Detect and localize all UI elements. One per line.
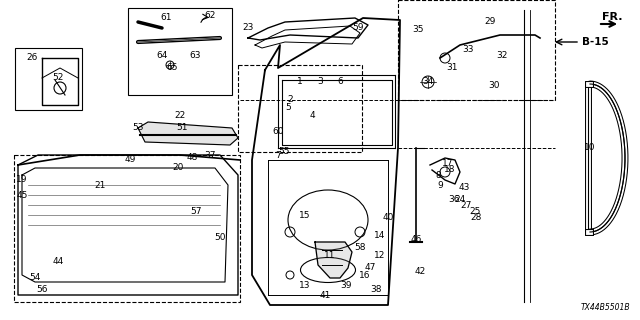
Text: 35: 35 (412, 26, 424, 35)
Text: 32: 32 (496, 51, 508, 60)
Text: 22: 22 (174, 110, 186, 119)
Text: 48: 48 (186, 154, 198, 163)
Text: 41: 41 (319, 291, 331, 300)
Text: 63: 63 (189, 51, 201, 60)
Text: 20: 20 (172, 164, 184, 172)
Text: 43: 43 (458, 183, 470, 193)
Text: 29: 29 (484, 18, 496, 27)
Bar (14, 155, 240, 302)
Text: 45: 45 (16, 190, 28, 199)
Text: 52: 52 (52, 74, 64, 83)
Text: 11: 11 (324, 251, 336, 260)
Text: 36: 36 (448, 196, 460, 204)
Text: 8: 8 (435, 171, 441, 180)
Text: 60: 60 (272, 127, 284, 137)
Text: 16: 16 (359, 270, 371, 279)
Text: 4: 4 (309, 110, 315, 119)
Text: 39: 39 (340, 281, 352, 290)
Text: FR.: FR. (602, 12, 623, 22)
Text: 50: 50 (214, 234, 226, 243)
Text: B-15: B-15 (582, 37, 609, 47)
Text: 25: 25 (469, 207, 481, 217)
Text: 7: 7 (275, 150, 281, 159)
Text: 10: 10 (584, 143, 596, 153)
Text: 30: 30 (488, 81, 500, 90)
Text: 40: 40 (382, 213, 394, 222)
Text: 53: 53 (132, 124, 144, 132)
Text: 65: 65 (166, 63, 178, 73)
Text: 3: 3 (317, 77, 323, 86)
Text: 31: 31 (446, 63, 458, 73)
Text: 44: 44 (52, 258, 63, 267)
Text: 42: 42 (414, 268, 426, 276)
Text: 12: 12 (374, 251, 386, 260)
Text: 55: 55 (278, 148, 290, 156)
Text: 17: 17 (442, 158, 454, 167)
Text: 56: 56 (36, 285, 48, 294)
Text: 46: 46 (410, 236, 422, 244)
Text: 54: 54 (29, 274, 41, 283)
Text: 57: 57 (190, 207, 202, 217)
Text: 64: 64 (156, 51, 168, 60)
Text: 1: 1 (297, 77, 303, 86)
Text: 13: 13 (300, 281, 311, 290)
Text: 24: 24 (454, 196, 466, 204)
Text: 61: 61 (160, 13, 172, 22)
Text: TX44B5501B: TX44B5501B (580, 303, 630, 312)
Text: 33: 33 (462, 45, 474, 54)
Text: 28: 28 (470, 213, 482, 222)
Bar (15, 48, 82, 110)
Text: 58: 58 (355, 244, 365, 252)
Text: 51: 51 (176, 124, 188, 132)
Text: 34: 34 (422, 77, 434, 86)
Text: 23: 23 (243, 23, 253, 33)
Text: 15: 15 (300, 211, 311, 220)
Text: 14: 14 (374, 230, 386, 239)
Bar (398, 0, 555, 100)
Text: 21: 21 (94, 180, 106, 189)
Text: 6: 6 (337, 77, 343, 86)
Text: 38: 38 (371, 285, 381, 294)
Text: 62: 62 (204, 11, 216, 20)
Bar (238, 65, 362, 152)
Text: 9: 9 (437, 180, 443, 189)
Text: 5: 5 (285, 103, 291, 113)
Text: 49: 49 (124, 156, 136, 164)
Text: 59: 59 (352, 23, 364, 33)
Polygon shape (138, 122, 238, 145)
Bar (128, 8, 232, 95)
Polygon shape (315, 242, 352, 278)
Text: 2: 2 (287, 95, 293, 105)
Text: 47: 47 (364, 263, 376, 273)
Text: 27: 27 (460, 201, 472, 210)
Text: 26: 26 (26, 53, 38, 62)
Text: 18: 18 (444, 165, 456, 174)
Text: 37: 37 (204, 150, 216, 159)
Text: 19: 19 (16, 175, 28, 185)
